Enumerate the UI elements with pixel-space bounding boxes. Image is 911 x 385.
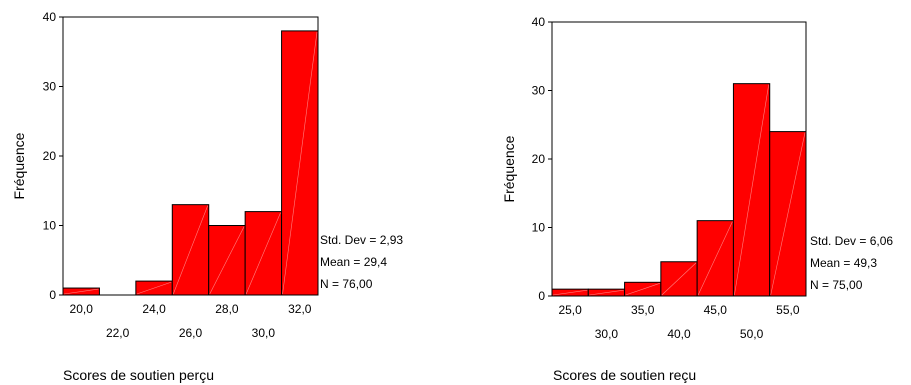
chart1-y-axis-label: Fréquence: [11, 132, 27, 199]
chart1-x-tick-label: 20,0: [70, 302, 94, 316]
chart2-y-tick-label: 30: [532, 84, 546, 98]
chart2-bar-highlight: [625, 283, 660, 296]
chart2-y-axis-label: Fréquence: [501, 135, 517, 202]
chart1-bar-highlight: [245, 212, 281, 295]
chart2-bar-highlight: [589, 289, 624, 296]
chart1-bar-highlight: [173, 205, 208, 295]
chart1-bar-highlight: [136, 281, 172, 295]
chart1-y-tick-label: 30: [43, 80, 57, 94]
chart1-stat-label: Mean = 29,4: [320, 255, 387, 269]
chart1-bar-highlight: [209, 226, 245, 295]
chart2-y-tick-label: 10: [532, 221, 546, 235]
chart1-y-tick-label: 40: [43, 10, 57, 24]
chart1-x-tick-label: 24,0: [142, 302, 166, 316]
chart2-x-tick-label: 35,0: [631, 303, 655, 317]
chart2-y-tick-label: 20: [532, 152, 546, 166]
chart2-bar-highlight: [770, 132, 806, 296]
chart2-bar-highlight: [661, 262, 697, 296]
chart2-x-axis-label: Scores de soutien reçu: [553, 367, 696, 383]
chart2-x-tick-label: 50,0: [740, 327, 764, 341]
chart2-y-tick-label: 40: [532, 15, 546, 29]
chart2-x-tick-label: 25,0: [558, 303, 582, 317]
chart1-bar-highlight: [63, 288, 99, 295]
chart2-stat-label: Std. Dev = 6,06: [810, 234, 893, 248]
chart2-y-tick-label: 0: [538, 289, 545, 303]
chart1-x-tick-label: 30,0: [252, 326, 276, 340]
chart1-x-tick-label: 28,0: [215, 302, 239, 316]
chart2-bar-highlight: [734, 84, 770, 296]
chart2-stat-label: Mean = 49,3: [810, 256, 877, 270]
chart2-x-tick-label: 45,0: [704, 303, 728, 317]
chart1-x-tick-label: 32,0: [288, 302, 312, 316]
chart2-bar-highlight: [552, 289, 588, 296]
chart1-y-tick-label: 20: [43, 149, 57, 163]
chart1-x-axis-label: Scores de soutien perçu: [63, 367, 214, 383]
chart1-x-tick-label: 22,0: [106, 326, 130, 340]
chart2-x-tick-label: 40,0: [667, 327, 691, 341]
chart1-stat-label: N = 76,00: [320, 277, 373, 291]
chart1-x-tick-label: 26,0: [179, 326, 203, 340]
chart1-bar-highlight: [282, 31, 318, 295]
chart1-y-tick-label: 0: [49, 288, 56, 302]
chart2-x-tick-label: 55,0: [776, 303, 800, 317]
chart1-y-tick-label: 10: [43, 219, 57, 233]
chart1-stat-label: Std. Dev = 2,93: [320, 233, 403, 247]
chart2-x-tick-label: 30,0: [595, 327, 619, 341]
chart2-stat-label: N = 75,00: [810, 278, 863, 292]
chart2-bar-highlight: [697, 221, 733, 296]
